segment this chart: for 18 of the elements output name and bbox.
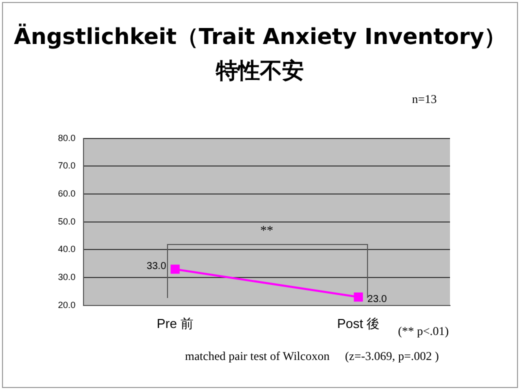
text: (z=-3.069, p=.002 )	[345, 349, 439, 364]
x-tick-label: Post 後	[337, 316, 380, 331]
annotation: **	[260, 222, 274, 238]
chart-title: Ängstlichkeit（Trait Anxiety Inventory）	[12, 22, 508, 52]
data-label: 23.0	[367, 294, 388, 305]
y-tick-label: 50.0	[58, 216, 76, 226]
y-tick-label: 60.0	[58, 188, 76, 199]
text: n=13	[412, 92, 437, 107]
y-tick-label: 30.0	[58, 272, 76, 282]
y-tick-label: 20.0	[58, 300, 76, 310]
chart-subtitle: 特性不安	[214, 58, 305, 86]
y-tick-label: 80.0	[58, 132, 76, 143]
text: (** p<.01)	[398, 324, 449, 339]
data-label: 33.0	[146, 260, 167, 272]
x-tick-label: Pre 前	[156, 316, 194, 331]
y-tick-label: 40.0	[58, 244, 76, 254]
y-tick-label: 70.0	[58, 160, 76, 171]
text: matched pair test of Wilcoxon	[185, 349, 330, 364]
